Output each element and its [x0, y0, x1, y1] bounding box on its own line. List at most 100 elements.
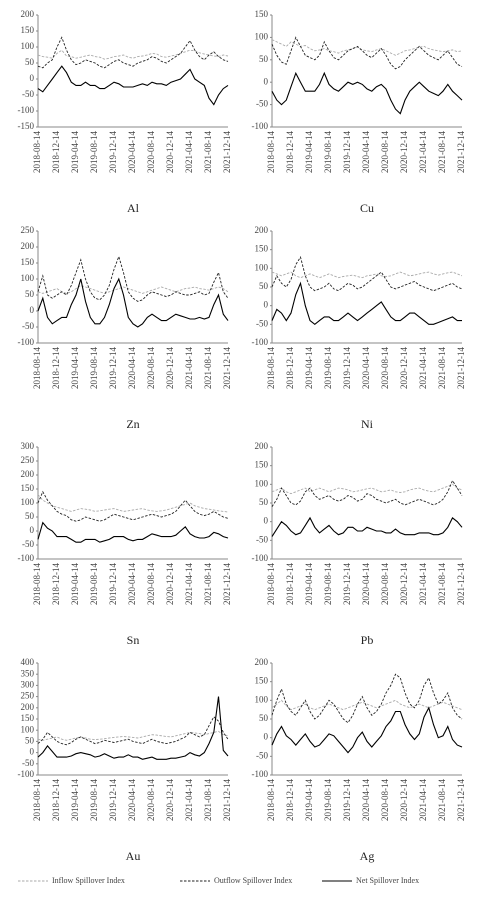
- x-tick-label: 2020-04-14: [361, 131, 371, 173]
- x-tick-label: 2020-08-14: [380, 131, 390, 173]
- x-tick-label: 2021-12-14: [456, 779, 466, 821]
- series-line: Net Spillover Index: [37, 696, 229, 760]
- x-tick-label: 2019-08-14: [323, 779, 333, 821]
- y-tick-label: 0: [264, 300, 269, 310]
- x-tick-label: 2021-08-14: [437, 347, 447, 389]
- y-tick-label: 150: [21, 483, 35, 493]
- y-tick-label: 200: [255, 657, 269, 667]
- x-tick-label: 2020-12-14: [165, 347, 175, 389]
- series-line: Inflow Spillover Index: [271, 483, 463, 495]
- y-tick-label: 100: [255, 694, 269, 704]
- x-tick-label: 2020-12-14: [165, 563, 175, 605]
- y-tick-label: 0: [264, 76, 269, 86]
- y-tick-label: 50: [25, 289, 35, 299]
- x-tick-label: 2021-04-14: [418, 779, 428, 821]
- series-line: Outflow Spillover Index: [37, 255, 229, 302]
- x-tick-label: 2019-12-14: [342, 779, 352, 821]
- x-tick-label: 2019-08-14: [89, 779, 99, 821]
- series-line: Outflow Spillover Index: [271, 36, 463, 70]
- x-tick-label: 2018-12-14: [285, 563, 295, 605]
- panel-title: Ag: [360, 849, 375, 863]
- y-tick-label: 50: [259, 713, 269, 723]
- x-tick-label: 2021-12-14: [222, 779, 232, 821]
- legend-label: Inflow Spillover Index: [52, 876, 125, 885]
- x-tick-label: 2018-12-14: [285, 347, 295, 389]
- x-tick-label: 2018-08-14: [266, 779, 276, 821]
- y-tick-label: 200: [21, 469, 35, 479]
- x-tick-label: 2019-08-14: [89, 347, 99, 389]
- y-tick-label: 100: [21, 724, 35, 734]
- y-tick-label: 200: [255, 441, 269, 451]
- panel-title: Al: [127, 201, 140, 215]
- x-tick-label: 2021-12-14: [222, 563, 232, 605]
- x-tick-label: 2018-08-14: [32, 347, 42, 389]
- y-tick-label: 150: [255, 244, 269, 254]
- y-tick-label: 200: [21, 9, 35, 19]
- x-tick-label: 2018-12-14: [285, 131, 295, 173]
- x-tick-label: 2019-12-14: [108, 779, 118, 821]
- x-tick-label: 2020-12-14: [399, 131, 409, 173]
- series-line: Outflow Spillover Index: [271, 255, 463, 292]
- x-tick-label: 2018-12-14: [51, 563, 61, 605]
- y-tick-label: -100: [18, 105, 35, 115]
- series-line: Net Spillover Index: [37, 65, 229, 106]
- series-line: Net Spillover Index: [271, 281, 462, 325]
- y-tick-label: -100: [18, 553, 35, 563]
- x-tick-label: 2021-04-14: [184, 563, 194, 605]
- y-tick-label: 400: [21, 657, 35, 667]
- series-line: Inflow Spillover Index: [37, 49, 229, 60]
- x-tick-label: 2018-08-14: [266, 347, 276, 389]
- y-tick-label: 0: [264, 732, 269, 742]
- y-tick-label: 150: [255, 460, 269, 470]
- series-line: Outflow Spillover Index: [271, 479, 463, 507]
- x-tick-label: 2018-12-14: [51, 347, 61, 389]
- y-tick-label: -50: [256, 750, 268, 760]
- x-tick-label: 2018-08-14: [32, 779, 42, 821]
- y-tick-label: 250: [21, 455, 35, 465]
- x-tick-label: 2021-12-14: [456, 131, 466, 173]
- x-tick-label: 2020-08-14: [380, 347, 390, 389]
- x-tick-label: 2019-12-14: [342, 131, 352, 173]
- panel-title: Cu: [360, 201, 374, 215]
- y-tick-label: 300: [21, 679, 35, 689]
- x-tick-label: 2020-08-14: [146, 563, 156, 605]
- x-tick-label: 2020-08-14: [380, 779, 390, 821]
- legend-label: Outflow Spillover Index: [214, 876, 292, 885]
- y-tick-label: 100: [21, 41, 35, 51]
- x-tick-label: 2020-04-14: [127, 347, 137, 389]
- x-tick-label: 2020-04-14: [361, 563, 371, 605]
- x-tick-label: 2019-12-14: [108, 131, 118, 173]
- y-tick-label: 50: [25, 57, 35, 67]
- y-tick-label: -50: [256, 99, 268, 109]
- series-line: Inflow Spillover Index: [37, 730, 229, 741]
- series-line: Inflow Spillover Index: [271, 699, 463, 711]
- x-tick-label: 2019-04-14: [304, 563, 314, 605]
- x-tick-label: 2021-04-14: [184, 779, 194, 821]
- series-line: Net Spillover Index: [37, 277, 229, 328]
- y-tick-label: 150: [21, 713, 35, 723]
- y-tick-label: 350: [21, 668, 35, 678]
- x-tick-label: 2019-04-14: [304, 779, 314, 821]
- x-tick-label: 2020-12-14: [399, 779, 409, 821]
- y-tick-label: -50: [256, 318, 268, 328]
- x-tick-label: 2019-08-14: [323, 347, 333, 389]
- x-tick-label: 2020-12-14: [399, 347, 409, 389]
- x-tick-label: 2021-04-14: [184, 347, 194, 389]
- y-tick-label: 100: [255, 478, 269, 488]
- y-tick-label: -50: [256, 534, 268, 544]
- y-tick-label: 50: [259, 281, 269, 291]
- x-tick-label: 2019-04-14: [70, 131, 80, 173]
- x-tick-label: 2020-08-14: [146, 779, 156, 821]
- x-tick-label: 2018-08-14: [32, 131, 42, 173]
- y-tick-label: 0: [30, 747, 35, 757]
- x-tick-label: 2020-04-14: [361, 347, 371, 389]
- x-tick-label: 2018-08-14: [266, 563, 276, 605]
- x-tick-label: 2021-12-14: [222, 131, 232, 173]
- x-tick-label: 2020-04-14: [127, 131, 137, 173]
- x-tick-label: 2021-04-14: [418, 563, 428, 605]
- series-line: Net Spillover Index: [271, 71, 463, 115]
- y-tick-label: 100: [21, 273, 35, 283]
- x-tick-label: 2020-08-14: [380, 563, 390, 605]
- series-line: Outflow Spillover Index: [37, 716, 229, 746]
